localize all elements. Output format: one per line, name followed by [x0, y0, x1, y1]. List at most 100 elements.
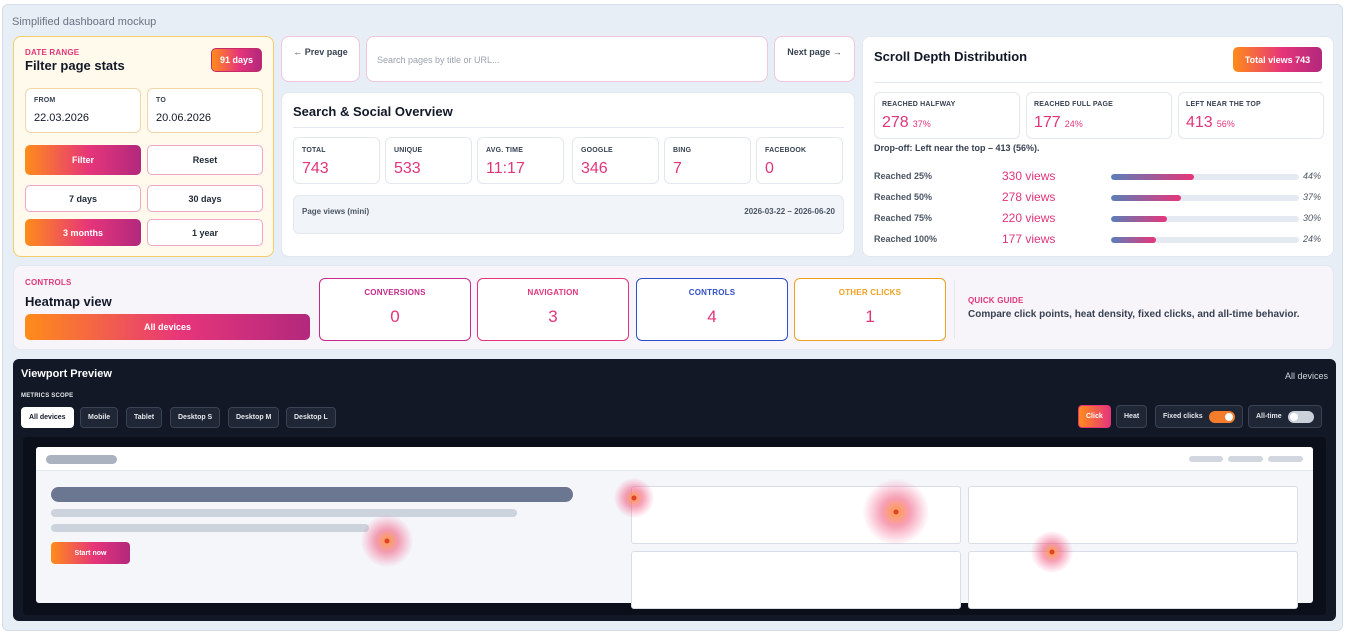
- guide-divider: [954, 280, 955, 339]
- stat-label: FACEBOOK: [765, 147, 807, 154]
- fixed-clicks-toggle[interactable]: Fixed clicks: [1155, 405, 1243, 428]
- scope-mobile[interactable]: Mobile: [80, 407, 119, 428]
- all-time-toggle[interactable]: All-time: [1248, 405, 1322, 428]
- depth-label: Reached 25%: [874, 171, 933, 181]
- navigation-box[interactable]: NAVIGATION 3: [477, 278, 629, 341]
- date-range-label: DATE RANGE: [25, 48, 80, 57]
- depth-label: Reached 100%: [874, 234, 938, 244]
- from-field[interactable]: FROM 22.03.2026: [25, 88, 141, 133]
- depth-fill: [1111, 174, 1194, 180]
- preview-text-line: [51, 509, 517, 517]
- fixed-clicks-switch[interactable]: [1208, 410, 1235, 423]
- overview-title: Search & Social Overview: [293, 104, 453, 119]
- preview-text-line: [51, 524, 369, 532]
- stat-value: 346: [581, 160, 608, 177]
- mode-click-button[interactable]: Click: [1078, 405, 1111, 428]
- viewport-preview: Viewport Preview All devices METRICS SCO…: [13, 359, 1336, 621]
- box-value: 177: [1034, 114, 1061, 131]
- category-value: 4: [707, 307, 717, 326]
- depth-percent: 24%: [1303, 234, 1322, 244]
- conversions-box[interactable]: CONVERSIONS 0: [319, 278, 471, 341]
- days-badge: 91 days: [211, 48, 262, 72]
- depth-views: 220 views: [1002, 211, 1056, 225]
- to-value: 20.06.2026: [156, 112, 212, 124]
- box-label: REACHED FULL PAGE: [1034, 101, 1113, 108]
- scroll-depth-divider: [874, 82, 1322, 83]
- category-label: NAVIGATION: [527, 288, 579, 297]
- date-range-card: DATE RANGE Filter page stats 91 days FRO…: [13, 36, 274, 257]
- depth-views: 278 views: [1002, 190, 1056, 204]
- fixed-clicks-label: Fixed clicks: [1163, 413, 1203, 420]
- depth-row: Reached 100% 177 views 24%: [874, 232, 1324, 247]
- preview-header: [36, 447, 1313, 471]
- preview-heading-bar: [51, 487, 573, 502]
- total-views-badge: Total views 743: [1233, 47, 1322, 72]
- depth-percent: 30%: [1303, 213, 1322, 223]
- preview-site: Start now: [36, 447, 1313, 609]
- stat-value: 0: [765, 160, 774, 177]
- depth-track: [1111, 174, 1299, 180]
- filter-button[interactable]: Filter: [25, 145, 141, 175]
- stat-value: 11:17: [486, 160, 525, 177]
- reset-button[interactable]: Reset: [147, 145, 263, 175]
- category-label: CONVERSIONS: [364, 288, 426, 297]
- depth-views: 330 views: [1002, 169, 1056, 183]
- mode-heat-button[interactable]: Heat: [1116, 405, 1148, 428]
- left-near-top-box: LEFT NEAR THE TOP 413 56%: [1178, 92, 1324, 139]
- search-placeholder: Search pages by title or URL...: [377, 55, 500, 65]
- overview-card: Search & Social Overview TOTAL 743 UNIQU…: [281, 92, 855, 257]
- category-label: CONTROLS: [688, 288, 736, 297]
- depth-label: Reached 75%: [874, 213, 933, 223]
- category-label: OTHER CLICKS: [838, 288, 902, 297]
- all-time-switch[interactable]: [1287, 410, 1314, 423]
- box-label: REACHED HALFWAY: [882, 101, 956, 108]
- from-value: 22.03.2026: [34, 112, 90, 124]
- preset-7-days[interactable]: 7 days: [25, 185, 141, 212]
- heat-spot: [1031, 531, 1073, 573]
- preset-1-year[interactable]: 1 year: [147, 219, 263, 246]
- depth-percent: 44%: [1303, 171, 1322, 181]
- prev-page-button[interactable]: ← Prev page: [281, 36, 360, 82]
- reached-full-page-box: REACHED FULL PAGE 177 24%: [1026, 92, 1172, 139]
- quick-guide-text: Compare click points, heat density, fixe…: [968, 309, 1300, 320]
- depth-fill: [1111, 216, 1168, 222]
- overview-divider: [293, 127, 844, 128]
- mini-chart-range: 2026-03-22 – 2026-06-20: [744, 207, 835, 216]
- stat-unique: UNIQUE 533: [385, 137, 472, 184]
- preset-3-months[interactable]: 3 months: [25, 219, 141, 246]
- category-value: 1: [865, 307, 875, 326]
- date-range-title: Filter page stats: [25, 58, 125, 73]
- category-value: 3: [548, 307, 558, 326]
- scope-all-devices[interactable]: All devices: [21, 407, 74, 428]
- stat-label: AVG. TIME: [486, 147, 524, 154]
- box-value: 278: [882, 114, 909, 131]
- depth-views: 177 views: [1002, 232, 1056, 246]
- to-field[interactable]: TO 20.06.2026: [147, 88, 263, 133]
- heatmap-view-title: Heatmap view: [25, 294, 112, 309]
- scope-desktop-s[interactable]: Desktop S: [170, 407, 221, 428]
- stat-label: BING: [673, 147, 692, 154]
- depth-label: Reached 50%: [874, 192, 933, 202]
- depth-track: [1111, 216, 1299, 222]
- stat-value: 533: [394, 160, 421, 177]
- controls-box[interactable]: CONTROLS 4: [636, 278, 788, 341]
- next-page-button[interactable]: Next page →: [774, 36, 855, 82]
- metrics-scope-label: METRICS SCOPE: [21, 393, 74, 399]
- stat-label: UNIQUE: [394, 147, 423, 154]
- scope-desktop-m[interactable]: Desktop M: [228, 407, 280, 428]
- stat-label: GOOGLE: [581, 147, 613, 154]
- preset-30-days[interactable]: 30 days: [147, 185, 263, 212]
- box-percent: 37%: [912, 119, 931, 129]
- preview-logo-bar: [46, 455, 117, 464]
- viewport-title: Viewport Preview: [21, 368, 112, 380]
- search-input[interactable]: Search pages by title or URL...: [366, 36, 768, 82]
- all-devices-button[interactable]: All devices: [25, 314, 310, 340]
- box-percent: 56%: [1216, 119, 1235, 129]
- controls-label: CONTROLS: [25, 278, 72, 287]
- box-label: LEFT NEAR THE TOP: [1186, 101, 1261, 108]
- depth-track: [1111, 195, 1299, 201]
- scope-desktop-l[interactable]: Desktop L: [286, 407, 336, 428]
- other-clicks-box[interactable]: OTHER CLICKS 1: [794, 278, 946, 341]
- scope-tablet[interactable]: Tablet: [126, 407, 163, 428]
- stat-value: 743: [302, 160, 329, 177]
